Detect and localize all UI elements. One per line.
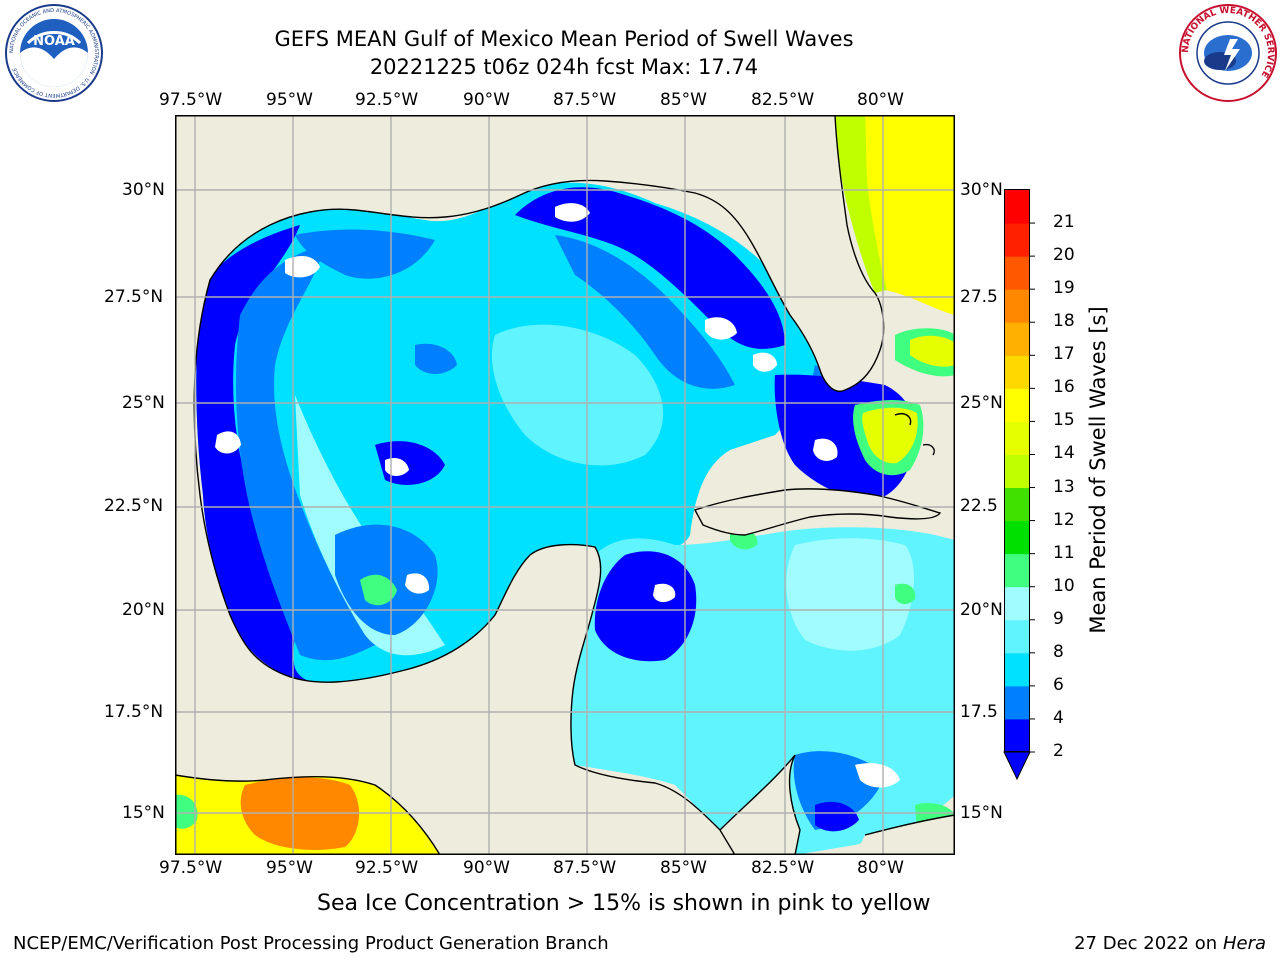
lon-tick-top: 82.5°W [751, 90, 815, 110]
host-name: Hera [1222, 933, 1266, 954]
colorbar-swatch [1005, 520, 1029, 555]
lon-tick-top: 85°W [660, 90, 707, 110]
lat-tick-right: 22.5 [960, 496, 998, 516]
chart-subtitle: 20221225 t06z 024h fcst Max: 17.74 [369, 55, 759, 79]
lon-tick-top: 95°W [266, 90, 313, 110]
colorbar-tick-label: 11 [1053, 542, 1075, 563]
lon-tick-top: 92.5°W [355, 90, 419, 110]
lat-tick-left: 17.5°N [104, 702, 164, 722]
colorbar-tick-label: 6 [1053, 674, 1064, 695]
lat-tick-left: 15°N [122, 803, 165, 823]
lon-tick-bottom: 82.5°W [751, 858, 815, 878]
colorbar-tick-label: 12 [1053, 509, 1075, 530]
sea-ice-note: Sea Ice Concentration > 15% is shown in … [317, 891, 931, 916]
colorbar-tick-label: 10 [1053, 575, 1075, 596]
colorbar-frame [1004, 189, 1030, 752]
credit-line: NCEP/EMC/Verification Post Processing Pr… [13, 933, 609, 954]
colorbar-swatch [1005, 586, 1029, 621]
lon-tick-bottom: 80°W [857, 858, 904, 878]
map-frame [175, 115, 955, 855]
colorbar-tick-label: 14 [1053, 443, 1075, 464]
date-text: 27 Dec 2022 on [1074, 933, 1218, 954]
lat-tick-right: 27.5 [960, 287, 998, 307]
colorbar-swatch [1005, 388, 1029, 422]
lon-tick-bottom: 95°W [266, 858, 313, 878]
colorbar [1003, 189, 1035, 781]
colorbar-swatch [1005, 322, 1029, 356]
pacific-swell-field [175, 775, 440, 855]
lon-tick-bottom: 85°W [660, 858, 707, 878]
lat-tick-left: 25°N [122, 393, 165, 413]
lat-tick-right: 20°N [960, 600, 1003, 620]
florida-straits-field [774, 328, 955, 500]
colorbar-tick-label: 16 [1053, 377, 1075, 398]
gulf-of-mexico-map [175, 115, 955, 855]
lon-tick-top: 90°W [463, 90, 510, 110]
colorbar-label: Mean Period of Swell Waves [s] [1086, 306, 1110, 634]
colorbar-swatch [1005, 454, 1029, 489]
lon-tick-top: 97.5°W [159, 90, 223, 110]
lon-tick-top: 80°W [857, 90, 904, 110]
lon-tick-bottom: 92.5°W [355, 858, 419, 878]
colorbar-tick-label: 8 [1053, 641, 1064, 662]
colorbar-swatch [1005, 487, 1029, 522]
noaa-logo: NATIONAL OCEANIC AND ATMOSPHERIC ADMINIS… [5, 4, 103, 102]
caribbean-water-field [569, 527, 955, 855]
colorbar-swatch [1005, 256, 1029, 290]
chart-title: GEFS MEAN Gulf of Mexico Mean Period of … [274, 27, 854, 51]
colorbar-swatch [1005, 685, 1029, 720]
lat-tick-right: 15°N [960, 803, 1003, 823]
noaa-logo-text: NOAA [33, 34, 75, 49]
colorbar-swatch [1005, 289, 1029, 323]
colorbar-tick-label: 21 [1053, 212, 1075, 233]
colorbar-tick-label: 13 [1053, 476, 1075, 497]
lat-tick-right: 25°N [960, 393, 1003, 413]
colorbar-tick-label: 15 [1053, 410, 1075, 431]
colorbar-tick-label: 19 [1053, 278, 1075, 299]
colorbar-swatch [1005, 190, 1029, 224]
map-gridlines [175, 115, 955, 855]
lat-tick-left: 30°N [122, 180, 165, 200]
date-line: 27 Dec 2022 on Hera [1074, 933, 1266, 954]
colorbar-tick-label: 2 [1053, 741, 1064, 761]
lat-tick-right: 30°N [960, 180, 1003, 200]
lat-tick-right: 17.5 [960, 702, 998, 722]
colorbar-swatch [1005, 553, 1029, 588]
colorbar-swatch [1005, 355, 1029, 389]
lat-tick-left: 22.5°N [104, 496, 164, 516]
colorbar-extend-arrow [1003, 751, 1031, 781]
colorbar-tick-label: 4 [1053, 707, 1064, 728]
lon-tick-bottom: 97.5°W [159, 858, 223, 878]
colorbar-tick-label: 18 [1053, 311, 1075, 332]
lat-tick-left: 20°N [122, 600, 165, 620]
colorbar-swatch [1005, 718, 1029, 753]
colorbar-swatch [1005, 223, 1029, 257]
lon-tick-top: 87.5°W [553, 90, 617, 110]
nws-logo: NATIONAL WEATHER SERVICE [1179, 4, 1277, 102]
colorbar-tick-label: 17 [1053, 344, 1075, 365]
lon-tick-bottom: 87.5°W [553, 858, 617, 878]
colorbar-tick-label: 20 [1053, 245, 1075, 266]
colorbar-swatch [1005, 619, 1029, 654]
gulf-water-field [196, 182, 837, 686]
colorbar-tick-label: 9 [1053, 608, 1064, 629]
colorbar-swatch [1005, 652, 1029, 687]
lat-tick-left: 27.5°N [104, 287, 164, 307]
lon-tick-bottom: 90°W [463, 858, 510, 878]
colorbar-swatch [1005, 421, 1029, 455]
